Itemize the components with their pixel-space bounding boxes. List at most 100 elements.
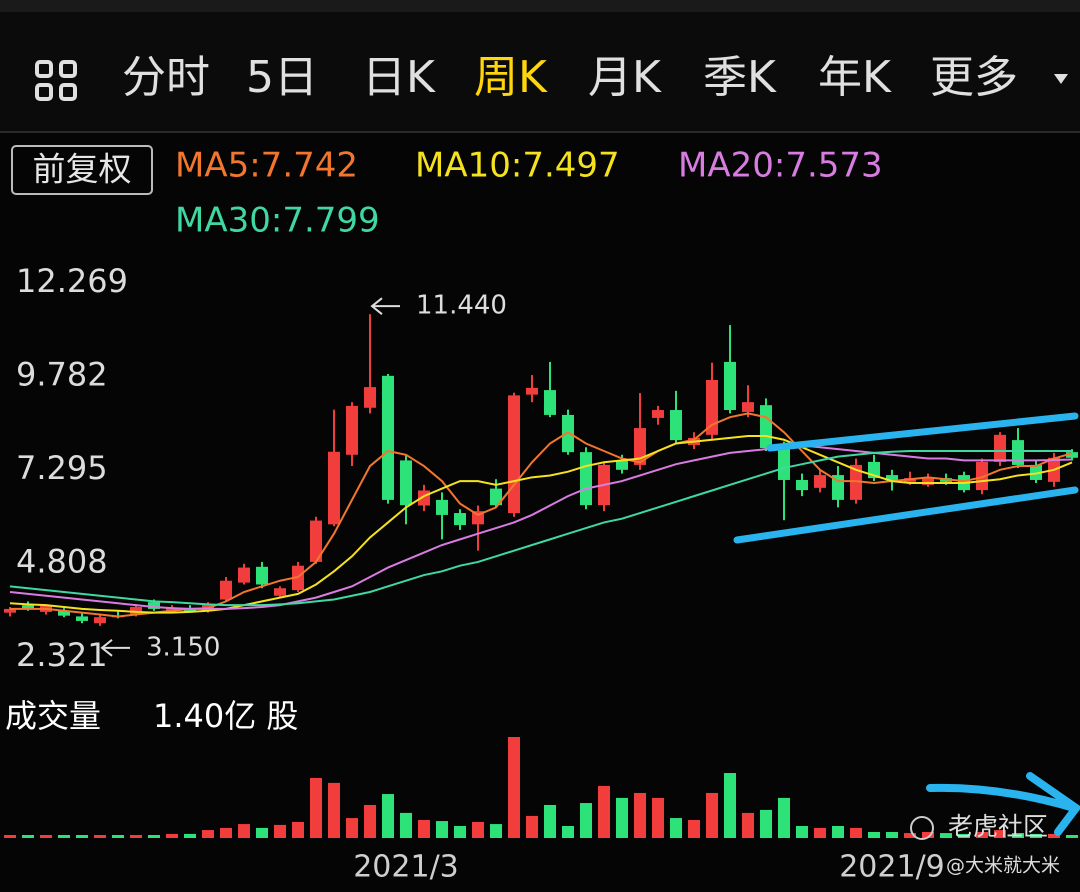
candle-body (976, 461, 988, 491)
tab[interactable]: 分时 (122, 52, 210, 103)
drawn-line (733, 486, 1079, 544)
candle-body (634, 428, 646, 465)
volume-bar (652, 797, 664, 838)
tab-active[interactable]: 周K (474, 52, 548, 103)
candle-body (328, 451, 340, 525)
status-strip (0, 0, 1080, 12)
annotation: 3.150 (146, 632, 220, 662)
volume-bar (526, 815, 538, 838)
volume-bar (508, 737, 520, 838)
tab[interactable]: 月K (588, 52, 662, 103)
candle-body (4, 608, 16, 613)
candle-body (490, 488, 502, 506)
volume-bar (616, 797, 628, 838)
annotation-arrow (100, 639, 130, 657)
candle-body (364, 387, 376, 408)
candle-body (76, 616, 88, 621)
volume-bar (76, 834, 88, 838)
annotation-arrow (370, 297, 400, 315)
candle-body (580, 452, 592, 506)
watermark: 老虎社区 (948, 812, 1048, 841)
volume-bar (364, 804, 376, 838)
tab[interactable]: 日K (362, 52, 436, 103)
volume-bar (436, 821, 448, 838)
volume-bar (148, 834, 160, 838)
icon-cell (35, 60, 53, 78)
candle-body (616, 460, 628, 470)
y-tick-label: 4.808 (16, 543, 108, 581)
volume-bar (850, 827, 862, 838)
candle-body (346, 405, 358, 455)
legend-label: MA20:7.573 (678, 146, 883, 186)
watermark-icon (910, 816, 934, 840)
dropdown-arrow[interactable] (1054, 74, 1068, 84)
volume-bar (328, 782, 340, 838)
volume-bar (868, 831, 880, 838)
tab[interactable]: 更多 (930, 52, 1018, 103)
volume-bar (184, 833, 196, 838)
volume-bar (904, 833, 916, 838)
volume-bar (4, 834, 16, 838)
candle-body (724, 361, 736, 411)
volume-bar (40, 834, 52, 838)
volume-bar (940, 833, 952, 838)
grid-icon[interactable] (35, 60, 77, 101)
volume-bar (688, 819, 700, 838)
tab[interactable]: 年K (818, 52, 892, 103)
candle-body (238, 567, 250, 583)
drawn-line (766, 412, 1079, 452)
volume-bar (760, 809, 772, 838)
candle-body (184, 608, 196, 612)
volume-bar (400, 812, 412, 838)
ma-line (9, 444, 1073, 610)
x-tick-label: 2021/9 (839, 850, 945, 885)
volume-bar (238, 824, 250, 838)
adjust-label[interactable]: 前复权 (33, 150, 132, 189)
volume-bar (94, 834, 106, 838)
y-tick-label: 9.782 (16, 356, 108, 394)
candle-body (310, 520, 322, 562)
volume-bar (562, 825, 574, 838)
y-tick-label: 7.295 (16, 449, 108, 487)
icon-cell (59, 83, 77, 101)
icon-cell (59, 60, 77, 78)
volume-bar (1012, 833, 1024, 838)
candle-body (58, 610, 70, 616)
tab-bar (0, 12, 1080, 132)
volume-bar (112, 834, 124, 838)
volume-bar (598, 785, 610, 838)
candle-body (652, 410, 664, 418)
candle-body (886, 475, 898, 482)
candle-body (436, 499, 448, 515)
volume-bar (274, 824, 286, 838)
volume-bar (22, 834, 34, 838)
candle-body (130, 607, 142, 615)
annotation: 11.440 (416, 291, 507, 321)
candle-body (526, 387, 538, 395)
volume-bar (706, 792, 718, 838)
volume-bar (832, 825, 844, 838)
tab[interactable]: 季K (703, 52, 777, 103)
adjust-box[interactable] (11, 145, 153, 195)
volume-bar (130, 834, 142, 838)
volume-bar (472, 821, 484, 838)
candle-body (220, 580, 232, 600)
volume-bar (670, 818, 682, 838)
x-tick-label: 2021/3 (353, 850, 459, 885)
icon-cell (35, 83, 53, 101)
candle-body (670, 410, 682, 441)
volume-bar (1030, 833, 1042, 838)
volume-title: 成交量 (5, 697, 101, 735)
tab[interactable]: 5日 (246, 52, 318, 103)
volume-bar (976, 831, 988, 838)
volume-bar (418, 819, 430, 838)
volume-bar (202, 830, 214, 838)
candle-body (544, 390, 556, 415)
candle-body (994, 434, 1006, 462)
volume-bar (220, 827, 232, 838)
candle-body (454, 513, 466, 526)
volume-value: 1.40亿 股 (153, 697, 298, 735)
